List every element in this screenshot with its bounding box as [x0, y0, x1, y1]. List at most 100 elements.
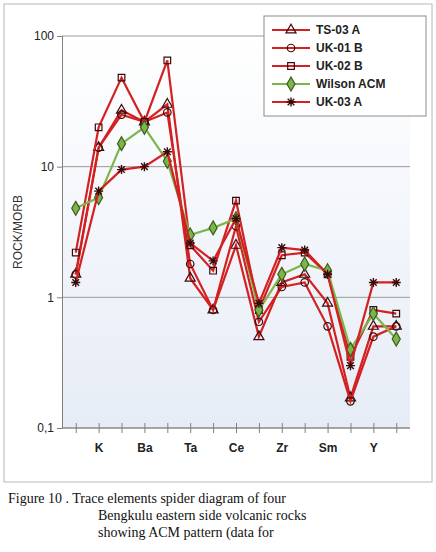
chart-frame [4, 4, 432, 482]
marker [300, 246, 309, 255]
marker [186, 239, 195, 248]
legend-entry: Wilson ACM [272, 77, 385, 91]
x-tick [122, 423, 123, 433]
marker [118, 137, 126, 151]
grid-line [62, 297, 410, 298]
marker [210, 267, 217, 274]
x-tick [305, 423, 306, 433]
marker [393, 310, 400, 317]
x-tick-mark [396, 423, 397, 433]
x-tick [259, 423, 260, 433]
marker [118, 74, 125, 81]
y-axis: 0,1 1 10 100 [34, 29, 63, 435]
plot-background [62, 36, 410, 428]
grid [62, 36, 410, 428]
marker [117, 165, 126, 174]
marker [393, 323, 400, 330]
legend-label: UK-01 B [316, 41, 363, 55]
x-tick [167, 423, 168, 433]
x-tick-mark [167, 423, 168, 433]
legend-label: TS-03 A [316, 23, 361, 37]
marker [277, 243, 286, 252]
legend-marker [287, 77, 295, 91]
y-tick-label: 10 [41, 160, 55, 174]
marker [116, 104, 126, 113]
marker [94, 187, 103, 196]
x-tick-mark [328, 423, 329, 433]
x-tick-mark [144, 423, 145, 433]
marker [232, 214, 241, 223]
marker [391, 321, 401, 330]
marker [301, 279, 308, 286]
legend-marker [287, 98, 296, 107]
legend-line [272, 65, 310, 67]
x-axis: K Ba Ta Ce Zr Sm Y [62, 423, 410, 455]
x-tick: Zr [276, 423, 288, 455]
marker [209, 306, 216, 313]
x-tick: Ta [184, 423, 197, 455]
marker [72, 201, 80, 215]
marker [72, 249, 79, 256]
legend-box [264, 16, 426, 116]
y-tick: 1 [47, 291, 62, 305]
y-tick-mark [57, 167, 62, 168]
y-axis-title: ROCK/MORB [11, 195, 25, 269]
marker [392, 278, 401, 287]
marker [255, 318, 262, 325]
series-markers [72, 57, 399, 360]
y-tick: 0,1 [37, 421, 62, 435]
y-tick-mark [57, 36, 62, 37]
legend-label: Wilson ACM [316, 77, 385, 91]
marker [163, 147, 172, 156]
x-tick-label: Ce [229, 441, 245, 455]
marker [278, 267, 286, 281]
marker [369, 307, 377, 321]
legend-label: UK-02 B [316, 59, 363, 73]
marker [254, 299, 263, 308]
marker [301, 257, 309, 271]
marker [392, 332, 400, 346]
x-tick: Ce [229, 423, 245, 455]
x-tick [396, 423, 397, 433]
legend: TS-03 A UK-01 B UK-02 B Wilson ACM UK-03 A [264, 16, 426, 116]
marker [162, 99, 172, 108]
x-tick: K [95, 423, 104, 455]
x-tick-mark [76, 423, 77, 433]
x-tick [76, 423, 77, 433]
legend-label: UK-03 A [316, 95, 363, 109]
y-tick: 100 [34, 29, 62, 43]
x-tick-mark [122, 423, 123, 433]
x-tick-label: Ta [184, 441, 197, 455]
x-tick-label: Ba [137, 441, 153, 455]
series-line [76, 104, 397, 398]
x-tick: Sm [319, 423, 338, 455]
legend-line [272, 29, 310, 31]
marker [209, 221, 217, 235]
x-tick-label: Zr [276, 441, 288, 455]
series-line [76, 127, 397, 349]
marker [164, 109, 171, 116]
marker [233, 197, 240, 204]
marker [346, 361, 355, 370]
y-tick: 10 [41, 160, 62, 174]
legend-entry: TS-03 A [272, 23, 361, 37]
y-tick-mark [57, 428, 62, 429]
series-line [76, 60, 397, 356]
x-tick-label: K [95, 441, 104, 455]
x-tick-mark [99, 423, 100, 433]
legend-entry: UK-02 B [272, 59, 363, 73]
x-tick-mark [350, 423, 351, 433]
marker [71, 278, 80, 287]
x-tick: Y [370, 423, 378, 455]
y-axis-line [57, 37, 63, 429]
marker [186, 260, 193, 267]
y-tick-label: 1 [47, 291, 54, 305]
legend-marker [288, 63, 295, 70]
series-markers [72, 109, 400, 405]
marker [140, 162, 149, 171]
marker [347, 398, 354, 405]
x-tick: Ba [137, 423, 153, 455]
x-tick-label: Sm [319, 441, 338, 455]
y-tick-mark [57, 297, 62, 298]
y-tick-label: 0,1 [37, 421, 54, 435]
